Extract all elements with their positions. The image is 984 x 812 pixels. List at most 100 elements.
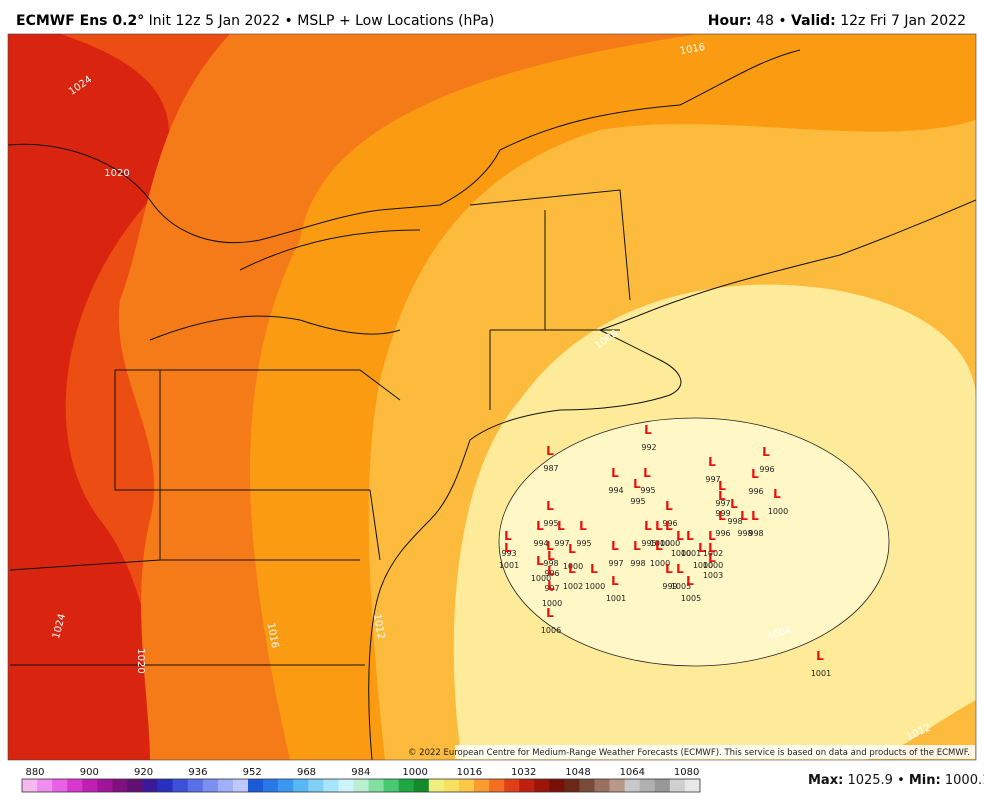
colorbar-tick-label: 1048 — [565, 767, 590, 778]
low-symbol: L — [547, 579, 555, 593]
colorbar-swatch — [639, 779, 656, 792]
low-symbol: L — [698, 541, 706, 555]
low-symbol: L — [676, 529, 684, 543]
low-symbol: L — [557, 519, 565, 533]
low-pressure: 994 — [533, 539, 548, 548]
low-pressure: 1000 — [660, 539, 680, 548]
low-pressure: 994 — [608, 486, 623, 495]
contour-label: 1020 — [135, 648, 146, 673]
colorbar-swatch — [549, 779, 565, 792]
low-symbol: L — [546, 444, 554, 458]
low-symbol: L — [536, 554, 544, 568]
low-pressure: 1001 — [606, 594, 626, 603]
colorbar-swatch — [338, 779, 354, 792]
low-symbol: L — [708, 551, 716, 565]
map-area — [8, 34, 976, 760]
low-pressure: 1000 — [542, 599, 562, 608]
low-pressure: 999 — [715, 509, 730, 518]
low-pressure: 993 — [501, 549, 516, 558]
low-symbol: L — [536, 519, 544, 533]
valid: 12z Fri 7 Jan 2022 — [840, 13, 966, 29]
contour-label: 1012 — [371, 613, 386, 640]
low-pressure: 996 — [715, 529, 730, 538]
low-pressure: 996 — [544, 569, 559, 578]
low-symbol: L — [718, 509, 726, 523]
low-pressure: 1000 — [650, 539, 670, 548]
colorbar-swatch — [594, 779, 610, 792]
low-symbol: L — [740, 509, 748, 523]
init-time: Init 12z 5 Jan 2022 — [149, 13, 280, 29]
colorbar-tick-label: 920 — [134, 767, 153, 778]
colorbar-tick-label: 936 — [188, 767, 207, 778]
colorbar-swatch — [489, 779, 505, 792]
valid-label: Valid: — [791, 13, 836, 29]
low-symbol: L — [568, 542, 576, 556]
low-pressure: 1001 — [681, 549, 701, 558]
colorbar-swatch — [353, 779, 369, 792]
low-pressure: 996 — [662, 519, 677, 528]
colorbar-swatch — [232, 779, 249, 792]
low-symbol: L — [676, 562, 684, 576]
low-symbol: L — [762, 445, 770, 459]
colorbar-swatch — [504, 779, 520, 792]
low-symbol: L — [686, 574, 694, 588]
colorbar-swatch — [22, 779, 38, 792]
low-symbol: L — [686, 529, 694, 543]
low-symbol: L — [568, 562, 576, 576]
low-symbol: L — [547, 549, 555, 563]
colorbar-tick-label: 880 — [25, 767, 44, 778]
colorbar-swatch — [564, 779, 580, 792]
low-pressure: 997 — [705, 475, 720, 484]
copyright-bg — [455, 745, 975, 759]
colorbar-swatch — [308, 779, 324, 792]
low-pressure: 995 — [576, 539, 591, 548]
colorbar-frame — [21, 778, 701, 793]
colorbar-tick-label: 1080 — [674, 767, 699, 778]
region-below-1004 — [498, 417, 890, 667]
low-symbol: L — [590, 562, 598, 576]
low-pressure: 1001 — [499, 561, 519, 570]
low-symbol: L — [816, 649, 824, 663]
colorbar-swatch — [684, 779, 701, 792]
low-symbol: L — [504, 529, 512, 543]
low-pressure: 1000 — [703, 561, 723, 570]
colorbar-swatch — [112, 779, 128, 792]
colorbar-tick-label: 968 — [297, 767, 316, 778]
colorbar-swatch — [474, 779, 490, 792]
low-pressure: 997 — [544, 584, 559, 593]
low-symbol: L — [708, 529, 716, 543]
low-symbol: L — [708, 541, 716, 555]
low-symbol: L — [655, 539, 663, 553]
hour: 48 — [756, 13, 774, 29]
low-pressure: 1006 — [541, 626, 561, 635]
low-symbol: L — [751, 467, 759, 481]
low-pressure: 1002 — [563, 582, 583, 591]
valid-time: Hour: 48 • Valid: 12z Fri 7 Jan 2022 — [708, 13, 966, 29]
colorbar-swatch — [443, 779, 460, 792]
colorbar-tick-label: 1032 — [511, 767, 536, 778]
colorbar-swatch — [519, 779, 535, 792]
contour-label: 1016 — [265, 622, 280, 649]
colorbar-tick-label: 1064 — [620, 767, 645, 778]
colorbar-swatch — [669, 779, 686, 792]
low-pressure: 996 — [748, 487, 763, 496]
low-pressure: 995 — [630, 497, 645, 506]
colorbar-swatch — [624, 779, 641, 792]
colorbar-swatch — [383, 779, 399, 792]
low-pressure: 997 — [554, 539, 569, 548]
colorbar-swatch — [609, 779, 625, 792]
low-pressure: 1000 — [768, 507, 788, 516]
low-pressure: 1000 — [563, 562, 583, 571]
low-pressure: 998 — [727, 517, 742, 526]
contour-label: 1016 — [679, 42, 706, 57]
map-frame — [7, 33, 977, 761]
low-symbol: L — [579, 519, 587, 533]
low-pressure: 1005 — [681, 594, 701, 603]
low-symbol: L — [611, 466, 619, 480]
model-name: ECMWF Ens 0.2° — [16, 13, 144, 29]
low-pressure: 1002 — [703, 549, 723, 558]
colorbar-swatch — [368, 779, 384, 792]
low-symbol: L — [665, 562, 673, 576]
low-pressure: 1001 — [811, 669, 831, 678]
